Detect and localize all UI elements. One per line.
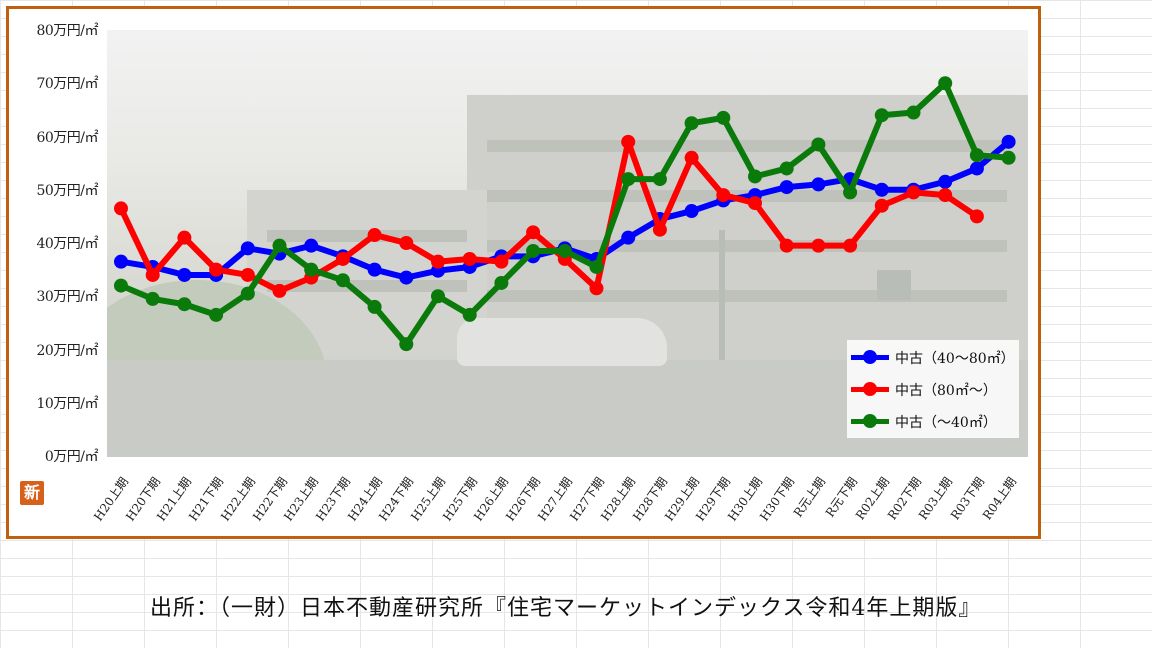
y-tick-label: 70万円/㎡: [36, 76, 98, 93]
legend-item-large: 中古（80㎡～）: [847, 378, 1019, 400]
data-point: [621, 172, 636, 187]
legend-item-small: 中古（～40㎡）: [847, 410, 1019, 432]
data-point: [557, 243, 572, 258]
data-point: [240, 267, 255, 282]
data-point: [779, 161, 794, 176]
y-tick-label: 40万円/㎡: [36, 236, 98, 252]
data-point: [209, 307, 224, 322]
data-point: [589, 281, 604, 296]
data-point: [843, 185, 858, 200]
data-point: [589, 259, 604, 274]
data-point: [874, 198, 889, 213]
data-point: [906, 105, 921, 120]
data-point: [145, 291, 160, 306]
building-floor: [267, 230, 467, 242]
data-point: [399, 337, 414, 352]
parked-car: [457, 318, 667, 366]
data-point: [304, 238, 319, 253]
y-tick-label: 0万円/㎡: [44, 449, 99, 465]
data-point: [811, 137, 826, 152]
data-point: [494, 254, 509, 269]
data-point: [335, 273, 350, 288]
data-point: [652, 172, 667, 187]
y-tick-label: 50万円/㎡: [36, 182, 98, 199]
data-point: [335, 251, 350, 266]
y-tick-label: 30万円/㎡: [36, 289, 98, 306]
data-point: [843, 238, 858, 253]
data-point: [684, 150, 699, 165]
data-point: [969, 148, 984, 163]
data-point: [494, 275, 509, 290]
series-line-1: [118, 138, 979, 294]
data-point: [779, 180, 794, 195]
data-point: [1001, 150, 1016, 165]
source-caption: 出所：（一財）日本不動産研究所『住宅マーケットインデックス令和4年上期版』: [150, 596, 982, 621]
data-point: [684, 116, 699, 131]
y-tick-label: 80万円/㎡: [36, 23, 98, 39]
data-point: [621, 230, 636, 245]
data-point: [462, 251, 477, 266]
legend-item-mid: 中古（40～80㎡）: [847, 346, 1019, 368]
data-point: [272, 283, 287, 298]
data-point: [177, 230, 192, 245]
data-point: [526, 243, 541, 258]
legend-marker: [863, 350, 877, 364]
data-point: [652, 222, 667, 237]
data-point: [874, 182, 889, 197]
utility-pole: [719, 230, 725, 360]
y-tick-label: 10万円/㎡: [36, 395, 98, 412]
building-floor: [487, 140, 1007, 152]
legend-marker: [863, 382, 877, 396]
data-point: [748, 196, 762, 211]
data-point: [367, 299, 382, 314]
data-point: [240, 286, 255, 301]
data-point: [874, 108, 889, 123]
data-point: [621, 134, 636, 149]
data-point: [209, 262, 224, 277]
data-point: [272, 238, 287, 253]
y-tick-label: 60万円/㎡: [36, 129, 98, 146]
data-point: [145, 267, 160, 282]
data-point: [399, 236, 414, 250]
data-point: [462, 307, 477, 322]
data-point: [969, 209, 984, 224]
legend-label: 中古（80㎡～）: [895, 383, 997, 399]
data-point: [367, 228, 382, 243]
chart-legend: 中古（40～80㎡） 中古（80㎡～） 中古（～40㎡）: [847, 340, 1019, 438]
data-point: [938, 76, 953, 91]
data-point: [779, 238, 794, 253]
legend-label: 中古（40～80㎡）: [895, 351, 1015, 367]
legend-label: 中古（～40㎡）: [895, 415, 997, 431]
data-point: [716, 188, 731, 203]
data-point: [114, 201, 128, 216]
data-point: [1001, 134, 1016, 149]
y-tick-label: 20万円/㎡: [36, 342, 98, 359]
data-point: [811, 238, 826, 253]
data-point: [114, 254, 128, 269]
data-point: [367, 262, 382, 277]
data-point: [240, 241, 255, 256]
data-point: [114, 278, 128, 293]
legend-marker: [863, 414, 877, 428]
data-point: [969, 161, 984, 176]
data-point: [938, 174, 953, 189]
data-point: [526, 225, 541, 240]
data-point: [748, 169, 762, 184]
data-point: [304, 262, 319, 277]
data-point: [716, 110, 731, 125]
data-point: [938, 188, 953, 203]
data-point: [431, 254, 445, 269]
data-point: [684, 204, 699, 219]
data-point: [431, 289, 445, 304]
data-point: [906, 185, 921, 200]
data-point: [177, 297, 192, 312]
data-point: [177, 267, 192, 282]
new-badge: 新: [20, 481, 44, 505]
data-point: [399, 270, 414, 285]
parking-sign: [877, 270, 911, 300]
data-point: [811, 177, 826, 192]
building-floor: [267, 280, 467, 292]
